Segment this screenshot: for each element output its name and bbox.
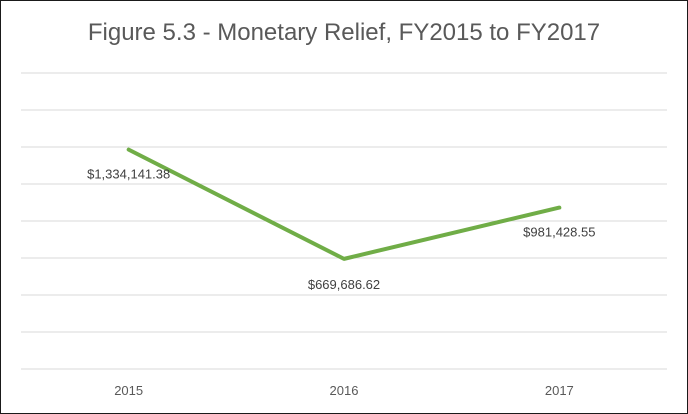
data-label-2016: $669,686.62 xyxy=(308,277,380,292)
series-line-monetary-relief xyxy=(126,147,562,261)
data-labels: $1,334,141.38 $669,686.62 $981,428.55 xyxy=(87,167,595,292)
chart-title: Figure 5.3 - Monetary Relief, FY2015 to … xyxy=(87,19,601,46)
data-label-2015: $1,334,141.38 xyxy=(87,167,170,182)
x-axis-ticks: 2015 2016 2017 xyxy=(114,383,574,398)
x-tick-label-2015: 2015 xyxy=(114,383,143,398)
gridlines xyxy=(21,72,667,370)
x-tick-label-2017: 2017 xyxy=(545,383,574,398)
data-label-2017: $981,428.55 xyxy=(523,225,595,240)
x-tick-label-2016: 2016 xyxy=(330,383,359,398)
